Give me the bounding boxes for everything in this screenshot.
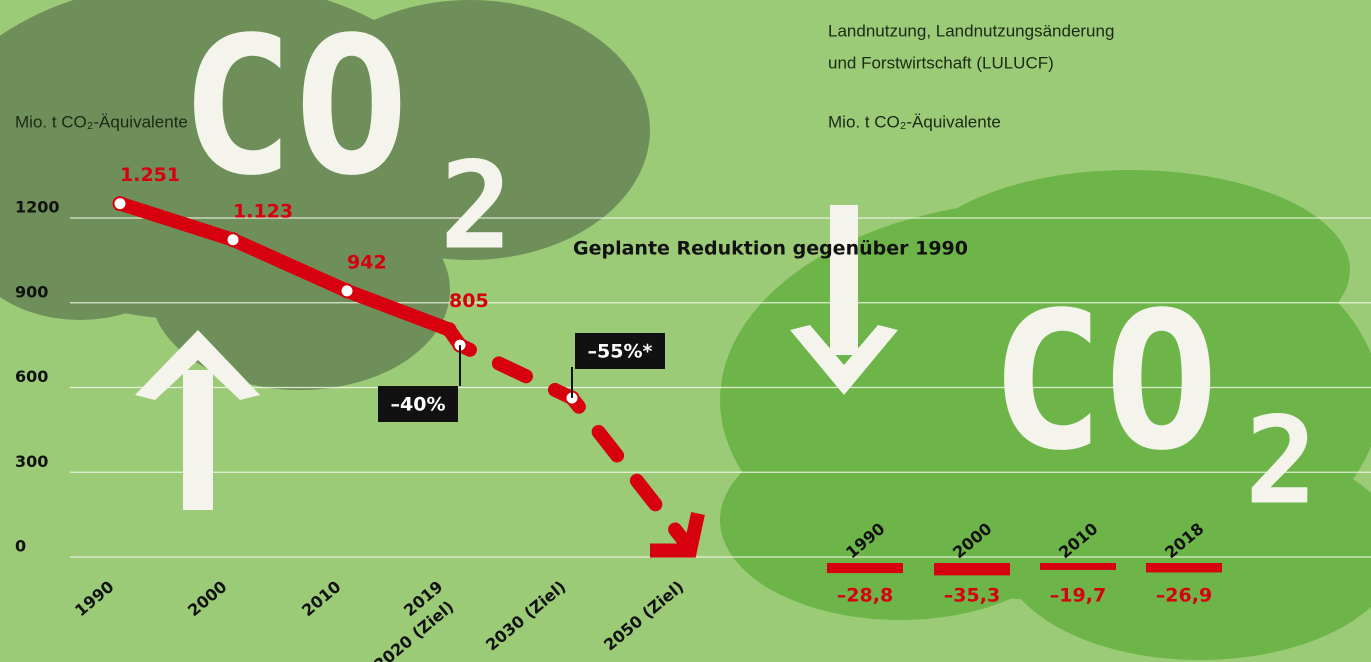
dark-cloud [0,0,650,390]
label-box [378,386,458,422]
up-arrow [135,330,260,510]
data-label: –35,3 [944,585,1000,607]
y-axis-label: Mio. t CO₂-Äquivalente [828,112,1001,131]
bar [1040,563,1116,570]
data-line [113,196,456,337]
bar [1146,563,1222,573]
data-line [442,322,697,556]
y-tick-label: 1200 [15,198,60,217]
data-label: –28,8 [837,585,893,607]
y-tick-label: 900 [15,282,48,301]
arrow-head [650,512,705,558]
point [225,232,241,248]
data-label: 1.251 [120,164,180,186]
y-axis-label: Mio. t CO₂-Äquivalente [15,112,188,131]
co-decor: CO [180,0,409,217]
y-tick-label: 0 [15,537,26,556]
light-cloud [720,170,1371,660]
bar [934,563,1010,576]
down-arrow [790,205,898,395]
bar [827,563,903,574]
data-label: 942 [347,251,387,273]
point [339,283,355,299]
two-decor: 2 [1245,393,1317,532]
annotation: Geplante Reduktion gegenüber 1990 [573,238,968,260]
label-box [575,333,665,369]
data-label: –19,7 [1050,585,1106,607]
point [112,196,128,212]
data-label: 1.123 [233,200,293,222]
two-decor: 2 [440,138,512,277]
y-tick-label: 600 [15,367,48,386]
reduction-label: –40% [391,394,446,416]
chart-subtitle: und Forstwirtschaft (LULUCF) [828,53,1054,72]
y-tick-label: 300 [15,452,48,471]
reduction-label: –55%* [588,341,653,363]
chart-title: Landnutzung, Landnutzungsänderung [828,21,1114,40]
data-label: –26,9 [1156,585,1212,607]
data-label: 805 [449,290,489,312]
co-decor: CO [990,271,1219,492]
